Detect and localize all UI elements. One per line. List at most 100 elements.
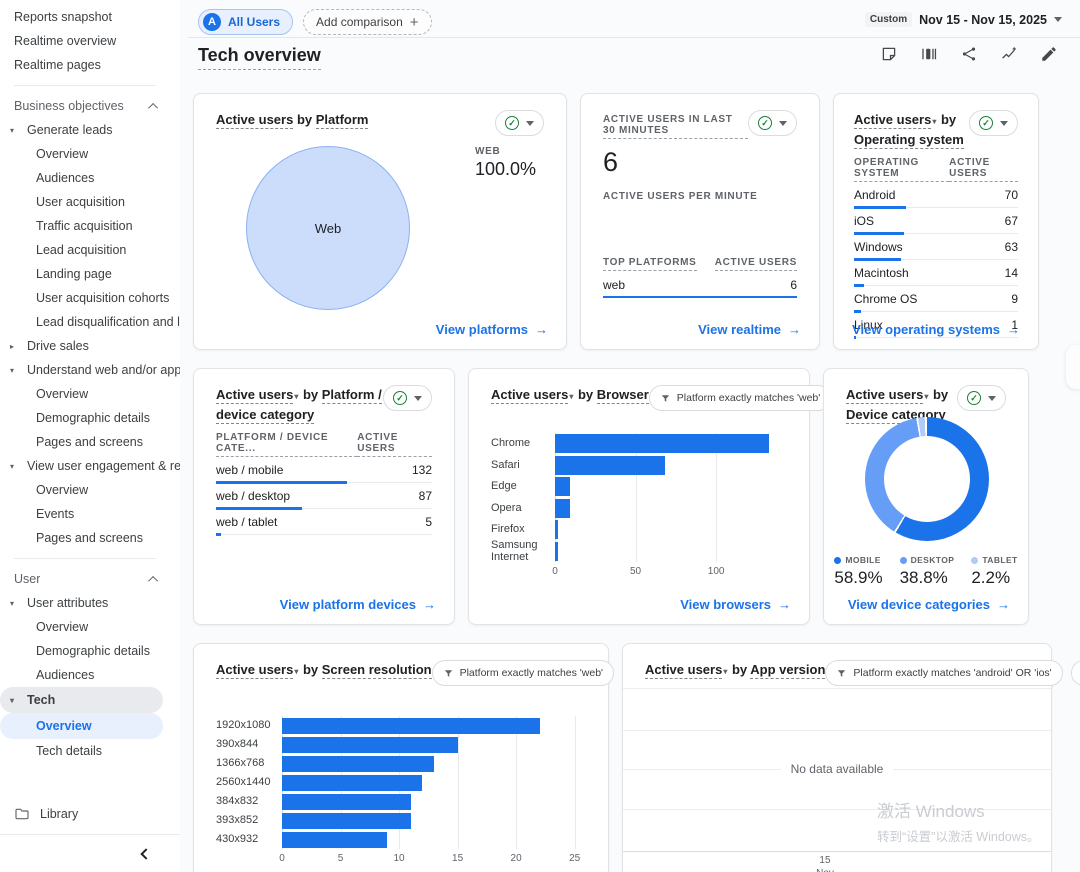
date-range-picker[interactable]: Custom Nov 15 - Nov 15, 2025 (864, 12, 1062, 27)
platform-filter-chip[interactable]: Platform exactly matches 'web' (648, 385, 832, 411)
sidebar-item-tech[interactable]: ▾ Tech (0, 687, 163, 713)
sidebar-item-realtime-pages[interactable]: Realtime pages (0, 53, 180, 77)
sidebar-item-tech-details[interactable]: Tech details (0, 739, 180, 763)
sidebar-item-pages-and-screens[interactable]: Pages and screens (0, 526, 180, 550)
section-collapse-icon[interactable] (148, 102, 159, 113)
platform-filter-chip[interactable]: Platform exactly matches 'web' (431, 660, 615, 686)
metric-label[interactable]: Active users (491, 387, 569, 404)
expand-arrow-icon[interactable]: ▾ (10, 365, 15, 375)
expand-arrow-icon[interactable]: ▾ (10, 598, 15, 608)
table-row: Linux 1 (854, 312, 1018, 340)
collapse-sidebar-icon[interactable] (140, 847, 152, 860)
sidebar-item-user-acquisition[interactable]: User acquisition (0, 190, 180, 214)
platform-filter-chip[interactable]: Platform exactly matches 'android' OR 'i… (825, 660, 1063, 686)
data-quality-dropdown[interactable]: ✓ (748, 110, 797, 136)
expand-arrow-icon[interactable]: ▾ (10, 695, 15, 705)
sidebar-item-label: Realtime overview (14, 34, 117, 48)
metric-label[interactable]: Active users (846, 387, 924, 404)
sidebar-item-user-attributes[interactable]: ▾ User attributes (0, 591, 180, 615)
sidebar-item-landing-page[interactable]: Landing page (0, 262, 180, 286)
metric-label[interactable]: Active users (216, 112, 294, 129)
chart-row: 1366x768 (216, 754, 586, 773)
sidebar-item-generate-leads[interactable]: ▾ Generate leads (0, 118, 180, 142)
sidebar-item-business-objectives[interactable]: Business objectives (0, 94, 180, 118)
view-device-categories-link[interactable]: View device categories → (847, 597, 1010, 612)
sidebar-item-demographic-details[interactable]: Demographic details (0, 406, 180, 430)
dimension-label[interactable]: Platform (315, 112, 369, 129)
expand-arrow-icon[interactable]: ▾ (10, 461, 15, 471)
edit-icon[interactable] (1040, 45, 1058, 63)
data-quality-dropdown[interactable]: ✓ (383, 385, 432, 411)
view-operating-systems-link[interactable]: View operating systems → (852, 322, 1020, 337)
sidebar-item-view-user-engagement-rete[interactable]: ▾ View user engagement & rete... (0, 454, 180, 478)
data-quality-dropdown[interactable]: ✓ (1070, 660, 1080, 686)
all-users-chip[interactable]: A All Users (198, 9, 294, 35)
sidebar-collapse-row (0, 834, 180, 872)
table-row: iOS 67 (854, 208, 1018, 236)
sidebar-item-overview[interactable]: Overview (0, 382, 180, 406)
sidebar-item-audiences[interactable]: Audiences (0, 663, 180, 687)
data-quality-dropdown[interactable]: ✓ (969, 110, 1018, 136)
dimension-label[interactable]: Screen resolution (321, 662, 432, 679)
sidebar-item-lead-acquisition[interactable]: Lead acquisition (0, 238, 180, 262)
gridline (516, 716, 518, 849)
card-active-users-by-browser: Active users▾ by Browser Platform exactl… (468, 368, 889, 625)
sidebar-item-demographic-details[interactable]: Demographic details (0, 639, 180, 663)
row-value: 1 (1011, 317, 1018, 332)
edge-scroll-handle[interactable] (1066, 345, 1080, 389)
dimension-label[interactable]: App version (750, 662, 826, 679)
sidebar-item-overview[interactable]: Overview (0, 615, 180, 639)
view-platform-devices-link[interactable]: View platform devices → (279, 597, 436, 612)
category-label: Safari (491, 458, 520, 471)
dimension-label[interactable]: Operating system (854, 132, 964, 150)
legend-item: DESKTOP 38.8% (899, 555, 955, 588)
metric-label[interactable]: Active users (854, 112, 932, 129)
dimension-label[interactable]: Platform / device category (216, 387, 382, 425)
share-icon[interactable] (960, 45, 978, 63)
sidebar-item-understand-web-and-or-app-t[interactable]: ▾ Understand web and/or app t... (0, 358, 180, 382)
sidebar-item-events[interactable]: Events (0, 502, 180, 526)
sidebar-item-drive-sales[interactable]: ▸ Drive sales (0, 334, 180, 358)
bar (555, 477, 570, 497)
sidebar-item-audiences[interactable]: Audiences (0, 166, 180, 190)
sidebar-item-user[interactable]: User (0, 567, 180, 591)
platform-device-table: web / mobile 132 web / desktop 87 web / tabl… (216, 457, 432, 537)
sidebar-item-overview[interactable]: Overview (0, 478, 180, 502)
row-value: 87 (418, 488, 432, 503)
add-comparison-chip[interactable]: Add comparison + (303, 9, 432, 35)
sidebar-item-reports-snapshot[interactable]: Reports snapshot (0, 5, 180, 29)
device-category-donut-chart (865, 417, 989, 541)
data-quality-dropdown[interactable]: ✓ (495, 110, 544, 136)
collapse-arrow-icon[interactable]: ▸ (10, 341, 15, 351)
row-value: 5 (425, 514, 432, 529)
bar (282, 755, 435, 772)
comparison-icon[interactable] (920, 45, 938, 63)
sidebar-item-pages-and-screens[interactable]: Pages and screens (0, 430, 180, 454)
metric-label[interactable]: Active users (645, 662, 723, 679)
platform-bubble-chart: Web (246, 146, 410, 310)
bar (282, 831, 388, 848)
metric-label[interactable]: Active users (216, 387, 294, 404)
metric-label[interactable]: Active users (216, 662, 294, 679)
sidebar-item-user-acquisition-cohorts[interactable]: User acquisition cohorts (0, 286, 180, 310)
sidebar-item-overview[interactable]: Overview (0, 713, 163, 739)
header-divider (188, 37, 1080, 38)
view-browsers-link[interactable]: View browsers → (680, 597, 791, 612)
sidebar-item-realtime-overview[interactable]: Realtime overview (0, 29, 180, 53)
chevron-down-icon: ▾ (294, 392, 299, 401)
sidebar-item-library[interactable]: Library (0, 800, 180, 828)
section-collapse-icon[interactable] (148, 575, 159, 586)
insights-icon[interactable] (1000, 45, 1018, 63)
x-axis-tick: 10 (393, 853, 405, 864)
legend-dot-icon (834, 556, 842, 564)
data-quality-dropdown[interactable]: ✓ (957, 385, 1006, 411)
note-icon[interactable] (880, 45, 898, 63)
view-realtime-link[interactable]: View realtime → (698, 322, 801, 337)
sidebar-item-overview[interactable]: Overview (0, 142, 180, 166)
chevron-down-icon: ▾ (294, 667, 299, 676)
sidebar-item-lead-disqualification-and-l[interactable]: Lead disqualification and l... (0, 310, 180, 334)
sidebar-item-traffic-acquisition[interactable]: Traffic acquisition (0, 214, 180, 238)
expand-arrow-icon[interactable]: ▾ (10, 125, 15, 135)
view-platforms-link[interactable]: View platforms → (435, 322, 548, 337)
dimension-label[interactable]: Browser (596, 387, 649, 404)
